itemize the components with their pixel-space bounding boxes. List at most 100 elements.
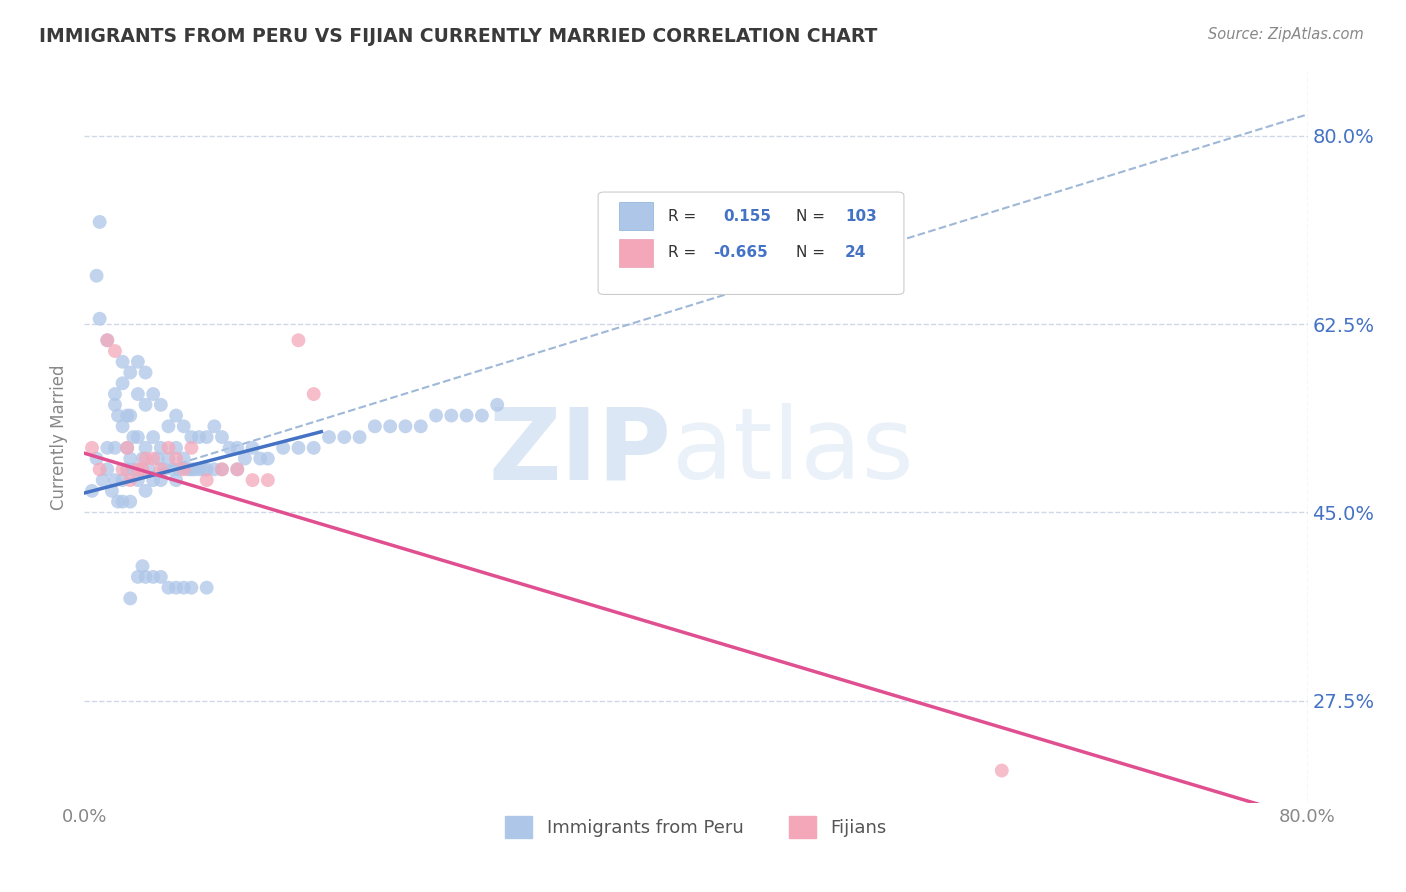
Point — [107, 494, 129, 508]
Point — [86, 268, 108, 283]
Text: Source: ZipAtlas.com: Source: ZipAtlas.com — [1208, 27, 1364, 42]
Point — [380, 419, 402, 434]
Point — [233, 451, 256, 466]
Point — [425, 409, 447, 423]
Point — [149, 398, 172, 412]
Point — [195, 473, 218, 487]
Point — [165, 473, 187, 487]
Point — [302, 387, 325, 401]
Point — [115, 462, 138, 476]
Text: 103: 103 — [845, 209, 877, 224]
Point — [91, 473, 114, 487]
Point — [202, 419, 225, 434]
Point — [86, 451, 108, 466]
Point — [157, 441, 180, 455]
Point — [127, 473, 149, 487]
Point — [165, 409, 187, 423]
Point — [177, 462, 200, 476]
Point — [302, 441, 325, 455]
Point — [120, 451, 142, 466]
Point — [180, 581, 202, 595]
Point — [173, 462, 195, 476]
Point — [157, 451, 180, 466]
Text: ZIP: ZIP — [489, 403, 672, 500]
Point — [111, 462, 134, 476]
Point — [107, 409, 129, 423]
Point — [89, 215, 111, 229]
Point — [195, 430, 218, 444]
Point — [193, 462, 215, 476]
Point — [115, 409, 138, 423]
Point — [394, 419, 416, 434]
Point — [180, 441, 202, 455]
Point — [142, 430, 165, 444]
Point — [287, 333, 309, 347]
Point — [180, 430, 202, 444]
Point — [287, 441, 309, 455]
Point — [111, 355, 134, 369]
Point — [456, 409, 478, 423]
Point — [127, 355, 149, 369]
Point — [226, 441, 249, 455]
Text: 0.155: 0.155 — [723, 209, 770, 224]
Text: IMMIGRANTS FROM PERU VS FIJIAN CURRENTLY MARRIED CORRELATION CHART: IMMIGRANTS FROM PERU VS FIJIAN CURRENTLY… — [39, 27, 877, 45]
Point — [142, 387, 165, 401]
Point — [115, 441, 138, 455]
Point — [257, 451, 280, 466]
Point — [149, 473, 172, 487]
Point — [211, 462, 233, 476]
Text: N =: N = — [796, 209, 825, 224]
Point — [101, 483, 124, 498]
Point — [364, 419, 387, 434]
Point — [211, 462, 233, 476]
Point — [135, 570, 157, 584]
Point — [127, 462, 149, 476]
Legend: Immigrants from Peru, Fijians: Immigrants from Peru, Fijians — [498, 808, 894, 845]
Point — [120, 409, 142, 423]
Point — [96, 333, 118, 347]
Point — [991, 764, 1014, 778]
Point — [157, 581, 180, 595]
Point — [104, 473, 127, 487]
Point — [135, 451, 157, 466]
Point — [218, 441, 240, 455]
Point — [96, 441, 118, 455]
Point — [120, 494, 142, 508]
Point — [409, 419, 432, 434]
Point — [120, 366, 142, 380]
Point — [318, 430, 340, 444]
Point — [249, 451, 271, 466]
Point — [122, 430, 145, 444]
Point — [486, 398, 509, 412]
Point — [271, 441, 294, 455]
Point — [111, 494, 134, 508]
Point — [111, 376, 134, 391]
Point — [173, 451, 195, 466]
Point — [127, 387, 149, 401]
Point — [104, 441, 127, 455]
Point — [440, 409, 463, 423]
Text: R =: R = — [668, 245, 696, 260]
Point — [157, 419, 180, 434]
Point — [135, 483, 157, 498]
Point — [96, 333, 118, 347]
Point — [104, 387, 127, 401]
Point — [131, 559, 153, 574]
Point — [142, 473, 165, 487]
Point — [135, 441, 157, 455]
Point — [127, 570, 149, 584]
Text: -0.665: -0.665 — [713, 245, 768, 260]
Point — [138, 462, 160, 476]
Point — [183, 462, 205, 476]
Point — [226, 462, 249, 476]
Point — [153, 462, 176, 476]
Point — [135, 398, 157, 412]
Text: N =: N = — [796, 245, 825, 260]
Point — [165, 451, 187, 466]
Point — [188, 462, 211, 476]
Point — [142, 570, 165, 584]
Point — [120, 473, 142, 487]
Text: 24: 24 — [845, 245, 866, 260]
Point — [167, 462, 190, 476]
Point — [165, 441, 187, 455]
